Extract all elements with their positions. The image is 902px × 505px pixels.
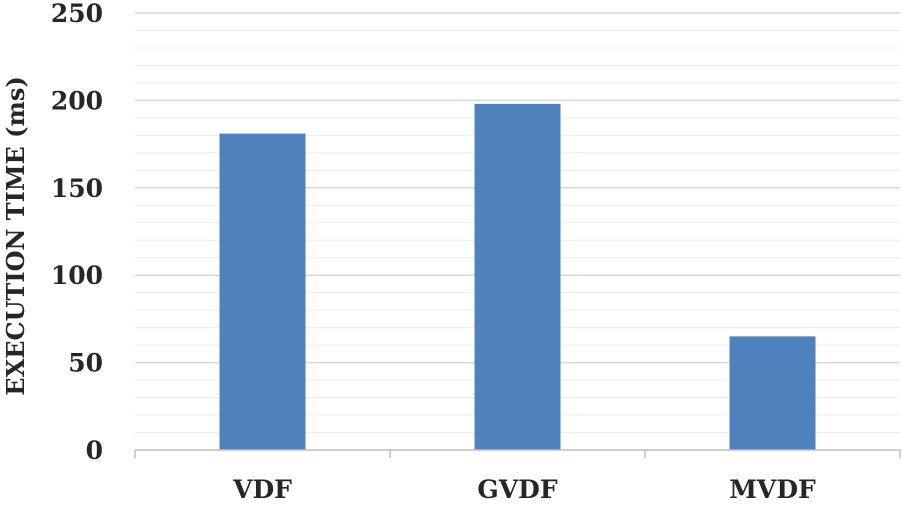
bar-mvdf xyxy=(729,336,816,450)
bar-gvdf xyxy=(474,103,561,450)
y-tick-label: 50 xyxy=(68,349,103,378)
x-tick-label: VDF xyxy=(232,475,292,504)
bar-vdf xyxy=(219,133,306,450)
x-tick-labels: VDF GVDF MVDF xyxy=(232,475,816,504)
y-tick-label: 100 xyxy=(51,261,103,290)
axes xyxy=(134,449,901,458)
x-tick-label: GVDF xyxy=(477,475,557,504)
bars xyxy=(219,103,816,450)
y-tick-label: 150 xyxy=(51,174,103,203)
y-tick-label: 0 xyxy=(86,436,103,465)
y-axis-title: EXECUTION TIME (ms) xyxy=(1,76,30,395)
y-tick-labels: 0 50 100 150 200 250 xyxy=(51,0,103,465)
y-tick-label: 200 xyxy=(51,86,103,115)
y-tick-label: 250 xyxy=(51,0,103,28)
x-tick-label: MVDF xyxy=(729,475,816,504)
